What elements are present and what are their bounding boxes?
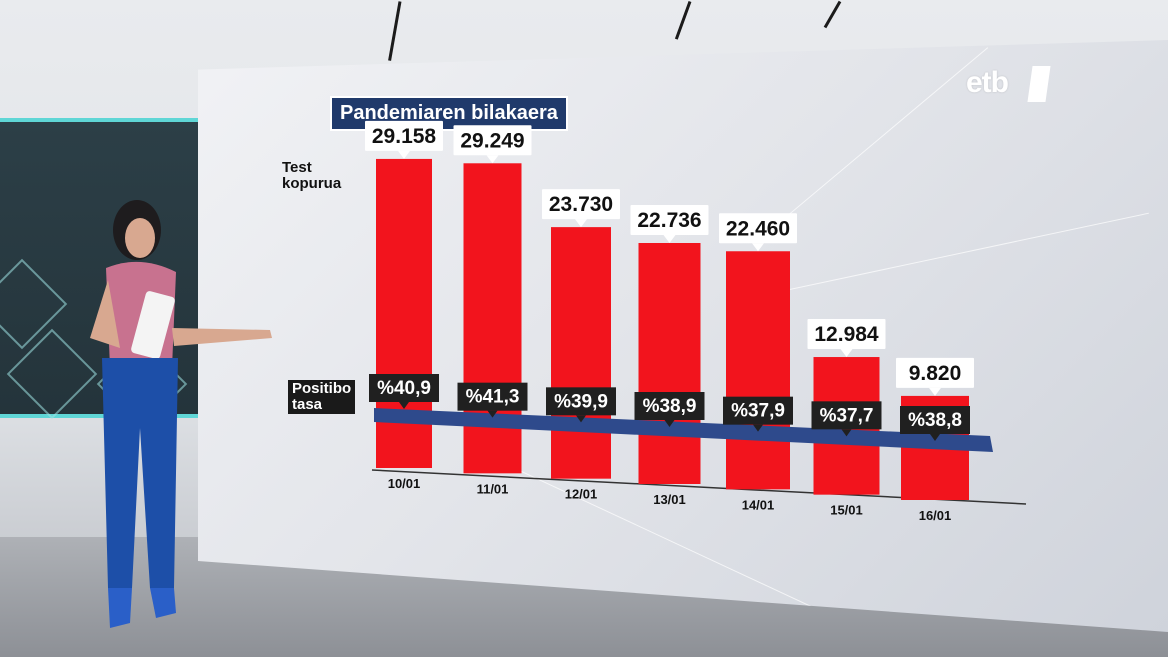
svg-text:%37,7: %37,7 bbox=[820, 405, 874, 426]
positive-label-line1: Positibo bbox=[292, 380, 352, 397]
test-count-callout: 12.984 bbox=[807, 319, 886, 358]
svg-text:23.730: 23.730 bbox=[549, 193, 613, 216]
positive-rate-callout: %38,8 bbox=[900, 406, 970, 441]
test-count-callout: 22.460 bbox=[719, 213, 797, 252]
svg-text:%41,3: %41,3 bbox=[466, 387, 520, 408]
x-tick-label: 12/01 bbox=[565, 487, 598, 502]
test-count-bar bbox=[726, 251, 790, 490]
positive-rate-callout: %39,9 bbox=[546, 387, 616, 423]
test-count-callout: 29.249 bbox=[453, 125, 532, 164]
x-tick-label: 11/01 bbox=[477, 481, 509, 496]
positive-row-label: Positibo tasa bbox=[288, 380, 356, 414]
x-tick-label: 13/01 bbox=[653, 492, 686, 507]
positive-rate-callout: %37,9 bbox=[723, 396, 793, 432]
test-count-callout: 9.820 bbox=[896, 357, 974, 396]
tests-label-line1: Test bbox=[282, 159, 312, 176]
svg-text:22.736: 22.736 bbox=[637, 209, 701, 232]
presenter-figure bbox=[90, 200, 272, 628]
svg-text:%39,9: %39,9 bbox=[554, 391, 608, 412]
x-tick-label: 10/01 bbox=[388, 476, 421, 491]
svg-text:22.460: 22.460 bbox=[726, 217, 790, 240]
x-tick-label: 16/01 bbox=[919, 508, 952, 523]
x-tick-label: 15/01 bbox=[830, 503, 863, 518]
positive-rate-band bbox=[374, 408, 993, 452]
positive-rate-callout: %40,9 bbox=[369, 374, 439, 409]
test-count-callout: 23.730 bbox=[542, 189, 620, 228]
svg-text:%37,9: %37,9 bbox=[731, 401, 785, 422]
x-tick-label: 14/01 bbox=[742, 497, 775, 512]
svg-text:%40,9: %40,9 bbox=[377, 378, 431, 399]
tests-label-line2: kopurua bbox=[282, 175, 342, 192]
positive-rate-callout: %37,7 bbox=[811, 401, 882, 437]
svg-text:29.249: 29.249 bbox=[460, 129, 524, 152]
svg-text:9.820: 9.820 bbox=[909, 362, 962, 385]
positive-rate-callout: %41,3 bbox=[457, 382, 528, 418]
positive-rate-callout: %38,9 bbox=[634, 392, 705, 427]
svg-text:%38,8: %38,8 bbox=[908, 410, 962, 431]
svg-text:12.984: 12.984 bbox=[814, 323, 879, 346]
svg-text:29.158: 29.158 bbox=[372, 125, 437, 148]
positive-label-line2: tasa bbox=[292, 396, 323, 413]
test-count-bar bbox=[551, 227, 611, 479]
svg-text:%38,9: %38,9 bbox=[643, 396, 697, 417]
test-count-bar bbox=[638, 242, 701, 484]
test-count-callout: 29.158 bbox=[365, 120, 443, 159]
test-count-callout: 22.736 bbox=[630, 204, 709, 243]
broadcaster-logo: etb bbox=[966, 66, 1009, 99]
tests-row-label: Test kopurua bbox=[282, 160, 341, 192]
